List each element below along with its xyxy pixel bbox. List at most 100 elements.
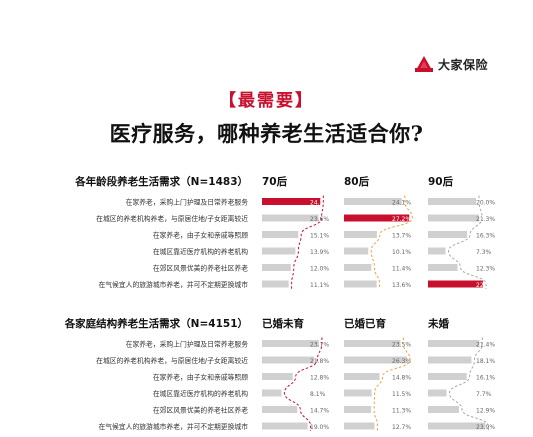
category-label-age-4: 在郊区风景优美的养老社区养老 — [153, 264, 248, 273]
bar-family-2-4 — [428, 406, 459, 413]
bar-age-0-1 — [262, 214, 319, 222]
bar-family-0-2 — [262, 373, 293, 380]
series-header-family-2: 未婚 — [427, 317, 449, 330]
bar-age-2-1 — [428, 214, 480, 222]
bar-family-2-0 — [428, 340, 480, 347]
value-label-family-1-0: 23.5% — [392, 342, 411, 349]
bar-age-0-0 — [262, 198, 321, 205]
category-label-family-3: 在城区靠近医疗机构的养老机构 — [153, 389, 248, 398]
trend-line-age-2 — [447, 195, 487, 289]
bar-age-0-5 — [262, 280, 289, 288]
value-label-family-2-1: 18.1% — [476, 358, 495, 365]
bar-family-0-1 — [262, 356, 315, 364]
bar-age-1-1 — [344, 214, 410, 222]
value-label-family-1-3: 11.5% — [392, 391, 411, 398]
value-label-age-0-0: 24.3% — [310, 200, 329, 207]
value-label-age-0-1: 23.6% — [310, 216, 329, 223]
value-label-family-0-2: 12.8% — [310, 375, 329, 382]
value-label-family-1-2: 14.8% — [392, 375, 411, 382]
value-label-family-0-3: 8.1% — [310, 391, 326, 398]
value-label-age-0-5: 11.1% — [310, 282, 329, 289]
category-label-age-0: 在家养老，采购上门护理及日常养老服务 — [126, 198, 249, 207]
bar-family-0-3 — [262, 389, 282, 397]
trend-line-family-1 — [373, 337, 411, 431]
brand-name: 大家保险 — [438, 57, 489, 72]
chart-title-family: 各家庭结构养老生活需求（N=4151） — [64, 317, 248, 330]
value-label-age-2-2: 16.3% — [476, 233, 495, 240]
bar-age-2-5 — [428, 280, 483, 288]
value-label-age-2-0: 20.0% — [476, 200, 495, 207]
bar-family-1-5 — [344, 422, 375, 430]
bar-family-1-1 — [344, 356, 408, 364]
bar-family-0-5 — [262, 422, 308, 430]
value-label-age-2-4: 12.3% — [476, 266, 495, 273]
kicker-heading: 【最需要】 — [219, 91, 314, 111]
trend-line-age-0 — [291, 195, 324, 289]
bar-age-2-3 — [428, 247, 446, 255]
trend-line-family-2 — [448, 337, 489, 431]
value-label-family-2-2: 16.1% — [476, 375, 495, 382]
value-label-age-0-3: 13.9% — [310, 249, 329, 256]
category-label-family-0: 在家养老，采购上门护理及日常养老服务 — [126, 340, 249, 349]
value-label-age-2-3: 7.3% — [476, 249, 492, 256]
category-label-family-2: 在家养老，由子女和亲戚等照顾 — [153, 373, 248, 382]
category-label-family-4: 在郊区风景优美的养老社区养老 — [153, 406, 248, 415]
value-label-age-0-2: 15.1% — [310, 233, 329, 240]
category-label-family-5: 在气候宜人的旅游城市养老，并可不定期更换城市 — [98, 422, 248, 431]
trend-line-family-0 — [283, 337, 323, 431]
bar-family-1-0 — [344, 340, 401, 347]
value-label-age-2-1: 21.3% — [476, 216, 495, 223]
bar-age-1-4 — [344, 264, 372, 271]
bar-family-2-1 — [428, 356, 472, 364]
value-label-age-1-0: 24.1% — [392, 200, 411, 207]
value-label-age-1-5: 13.6% — [392, 282, 411, 289]
bar-family-2-2 — [428, 373, 467, 380]
bar-age-1-2 — [344, 231, 377, 238]
series-header-age-2: 90后 — [428, 175, 454, 188]
value-label-family-1-4: 11.3% — [392, 408, 411, 415]
brand-logo: 大家保险 — [415, 56, 488, 72]
page-title: 医疗服务，哪种养老生活适合你? — [109, 121, 424, 146]
value-label-family-0-4: 14.7% — [310, 408, 329, 415]
bar-family-0-0 — [262, 340, 319, 347]
brand-mark-icon — [415, 56, 433, 72]
bar-age-2-2 — [428, 231, 468, 238]
value-label-family-0-5: 19.0% — [310, 424, 329, 431]
category-label-age-1: 在城区的养老机构养老，与原居住地/子女距离较近 — [96, 214, 248, 223]
bar-family-0-4 — [262, 406, 298, 413]
value-label-family-1-5: 12.7% — [392, 424, 411, 431]
bar-family-1-2 — [344, 373, 380, 380]
value-label-family-2-4: 12.9% — [476, 408, 495, 415]
category-label-age-5: 在气候宜人的旅游城市养老，并可不定期更换城市 — [98, 280, 248, 289]
category-label-age-3: 在城区靠近医疗机构的养老机构 — [153, 247, 248, 256]
series-header-age-0: 70后 — [262, 175, 288, 188]
value-label-age-1-3: 10.1% — [392, 249, 411, 256]
value-label-age-1-2: 13.7% — [392, 233, 411, 240]
value-label-age-0-4: 12.0% — [310, 266, 329, 273]
bar-age-0-3 — [262, 247, 296, 255]
bar-family-1-4 — [344, 406, 372, 413]
bar-age-0-4 — [262, 264, 291, 271]
trend-line-age-1 — [370, 195, 413, 289]
series-header-age-1: 80后 — [344, 175, 370, 188]
chart-title-age: 各年龄段养老生活需求（N=1483） — [74, 175, 248, 188]
value-label-age-1-4: 11.4% — [392, 266, 411, 273]
category-label-age-2: 在家养老，由子女和亲戚等照顾 — [153, 231, 248, 240]
category-label-family-1: 在城区的养老机构养老，与原居住地/子女距离较近 — [96, 356, 248, 365]
bar-age-1-0 — [344, 198, 402, 205]
value-label-family-0-1: 21.8% — [310, 358, 329, 365]
bar-family-2-3 — [428, 389, 447, 397]
value-label-family-0-0: 23.7% — [310, 342, 329, 349]
charts-canvas: 各年龄段养老生活需求（N=1483）在家养老，采购上门护理及日常养老服务在城区的… — [64, 175, 495, 431]
value-label-family-2-0: 21.4% — [476, 342, 495, 349]
bar-age-0-2 — [262, 231, 299, 238]
value-label-age-1-1: 27.2% — [392, 216, 411, 223]
bar-age-1-5 — [344, 280, 377, 288]
bar-age-2-4 — [428, 264, 458, 271]
value-label-family-2-3: 7.7% — [476, 391, 492, 398]
series-header-family-1: 已婚已育 — [344, 317, 386, 330]
bar-age-1-3 — [344, 247, 369, 255]
series-header-family-0: 已婚未育 — [262, 317, 304, 330]
bar-family-2-5 — [428, 422, 486, 430]
value-label-family-1-1: 26.3% — [392, 358, 411, 365]
